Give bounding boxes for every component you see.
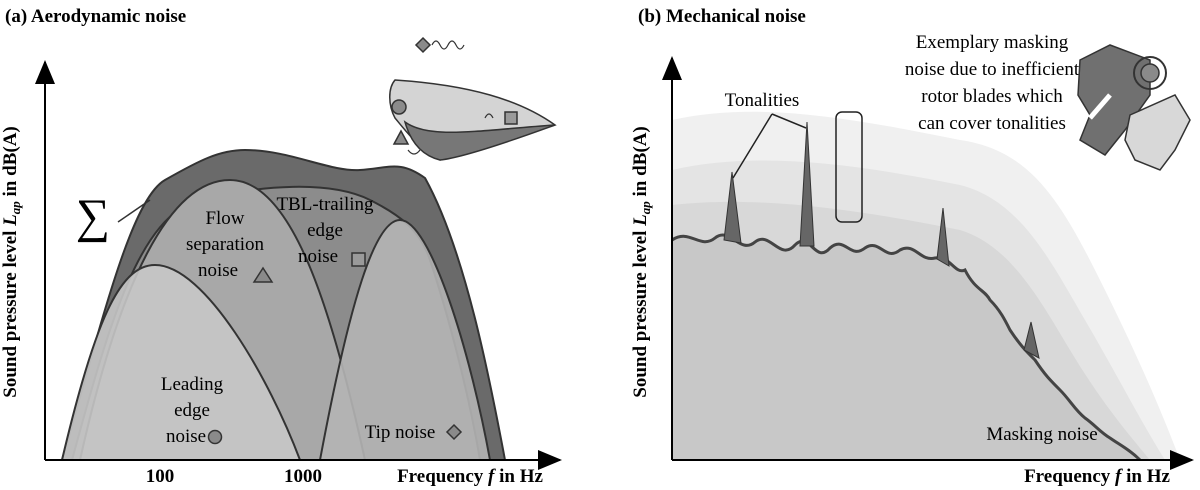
- sum-symbol: ∑: [76, 190, 110, 243]
- figure: (a) Aerodynamic noise Sound pressure lev…: [0, 0, 1200, 490]
- label-part: ap: [638, 201, 653, 215]
- shape: [505, 112, 517, 124]
- label-part: ap: [8, 201, 23, 215]
- x-axis-label: Frequency f in Hz: [397, 466, 543, 487]
- shape: [394, 131, 408, 144]
- label-part: Frequency: [1024, 466, 1115, 487]
- note-line: rotor blades which: [921, 86, 1063, 107]
- shape: [432, 41, 464, 49]
- note-line: noise due to inefficient: [905, 59, 1080, 80]
- label-line: edge: [174, 400, 210, 421]
- label-part: in dB(A): [630, 126, 651, 201]
- y-axis-label: Sound pressure level Lap in dB(A): [630, 126, 653, 398]
- label-line: noise: [166, 426, 206, 447]
- label-part: in Hz: [494, 466, 543, 487]
- shape: [392, 100, 406, 114]
- label-part: Sound pressure level: [0, 226, 21, 398]
- note-line: can cover tonalities: [918, 113, 1066, 134]
- label-part: Frequency: [397, 466, 488, 487]
- masking-noise-label: Masking noise: [986, 424, 1097, 445]
- shape: [416, 38, 430, 52]
- label-line: noise: [198, 260, 238, 281]
- note-line: Exemplary masking: [916, 32, 1069, 53]
- panel-b: (b) Mechanical noise Sound pressure leve…: [630, 6, 1192, 487]
- circle-icon: [209, 431, 222, 444]
- masking-note: Exemplary masking noise due to inefficie…: [905, 32, 1080, 134]
- label-part: Sound pressure level: [630, 226, 651, 398]
- label-line: edge: [307, 220, 343, 241]
- panel-title: (b) Mechanical noise: [638, 6, 806, 27]
- gear-icon: [1078, 45, 1190, 170]
- airfoil-icon: [390, 38, 555, 160]
- tip-noise-label: Tip noise: [365, 422, 436, 443]
- label-part: L: [630, 214, 651, 227]
- shape: [1141, 64, 1159, 82]
- panel-title: (a) Aerodynamic noise: [5, 6, 186, 27]
- x-tick-label: 100: [146, 466, 175, 487]
- label-line: Flow: [205, 208, 244, 229]
- label-part: in dB(A): [0, 126, 21, 201]
- label-part: L: [0, 214, 21, 227]
- label-line: Leading: [161, 374, 224, 395]
- tonalities-label: Tonalities: [725, 90, 800, 111]
- y-axis-label: Sound pressure level Lap in dB(A): [0, 126, 23, 398]
- label-line: separation: [186, 234, 265, 255]
- label-line: TBL-trailing: [276, 194, 374, 215]
- panel-a: (a) Aerodynamic noise Sound pressure lev…: [0, 6, 560, 487]
- label-part: in Hz: [1121, 466, 1170, 487]
- square-icon: [352, 253, 365, 266]
- label-line: noise: [298, 246, 338, 267]
- page: (a) Aerodynamic noise Sound pressure lev…: [0, 0, 1200, 490]
- x-tick-label: 1000: [284, 466, 322, 487]
- x-axis-label: Frequency f in Hz: [1024, 466, 1170, 487]
